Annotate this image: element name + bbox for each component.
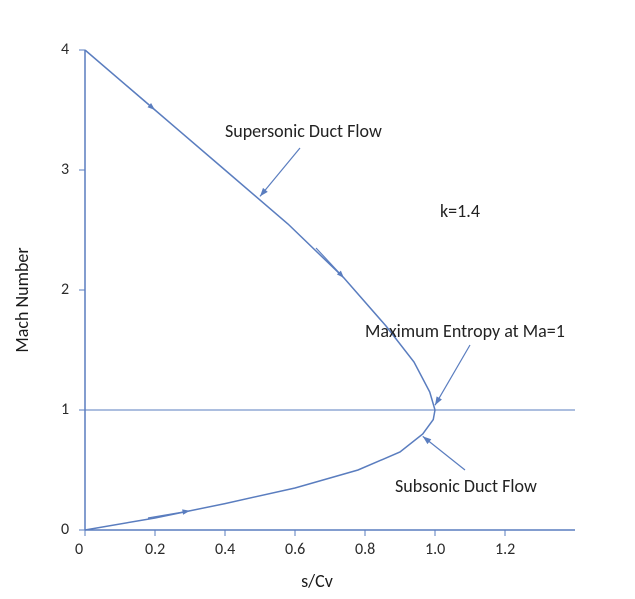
x-tick-label: 0.6: [285, 540, 305, 559]
y-tick-label: 4: [61, 40, 69, 59]
y-axis-label: Mach Number: [11, 247, 33, 352]
x-tick-label: 0.2: [145, 540, 165, 559]
y-tick-label: 2: [61, 280, 69, 299]
subsonic-curve: [85, 410, 435, 530]
annotation-supersonic: Supersonic Duct Flow: [225, 120, 382, 142]
annotation-subsonic: Subsonic Duct Flow: [395, 475, 537, 497]
x-tick-label: 1.0: [425, 540, 445, 559]
annotation-max-entropy: Maximum Entropy at Ma=1: [365, 320, 565, 342]
x-axis-label: s/Cv: [301, 570, 333, 592]
x-tick-label: 1.2: [495, 540, 515, 559]
x-tick-label: 0: [75, 540, 83, 559]
fanno-line-chart: Mach Number s/Cv 0 0.2 0.4 0.6 0.8 1.0 1.2 0 1 2 3…: [0, 0, 635, 599]
chart-svg: [0, 0, 635, 599]
y-tick-label: 1: [61, 400, 69, 419]
x-tick-label: 0.4: [215, 540, 235, 559]
y-tick-label: 3: [61, 160, 69, 179]
supersonic-curve: [85, 50, 435, 410]
x-tick-label: 0.8: [355, 540, 375, 559]
y-tick-label: 0: [61, 520, 69, 539]
annotation-k-value: k=1.4: [440, 200, 480, 222]
